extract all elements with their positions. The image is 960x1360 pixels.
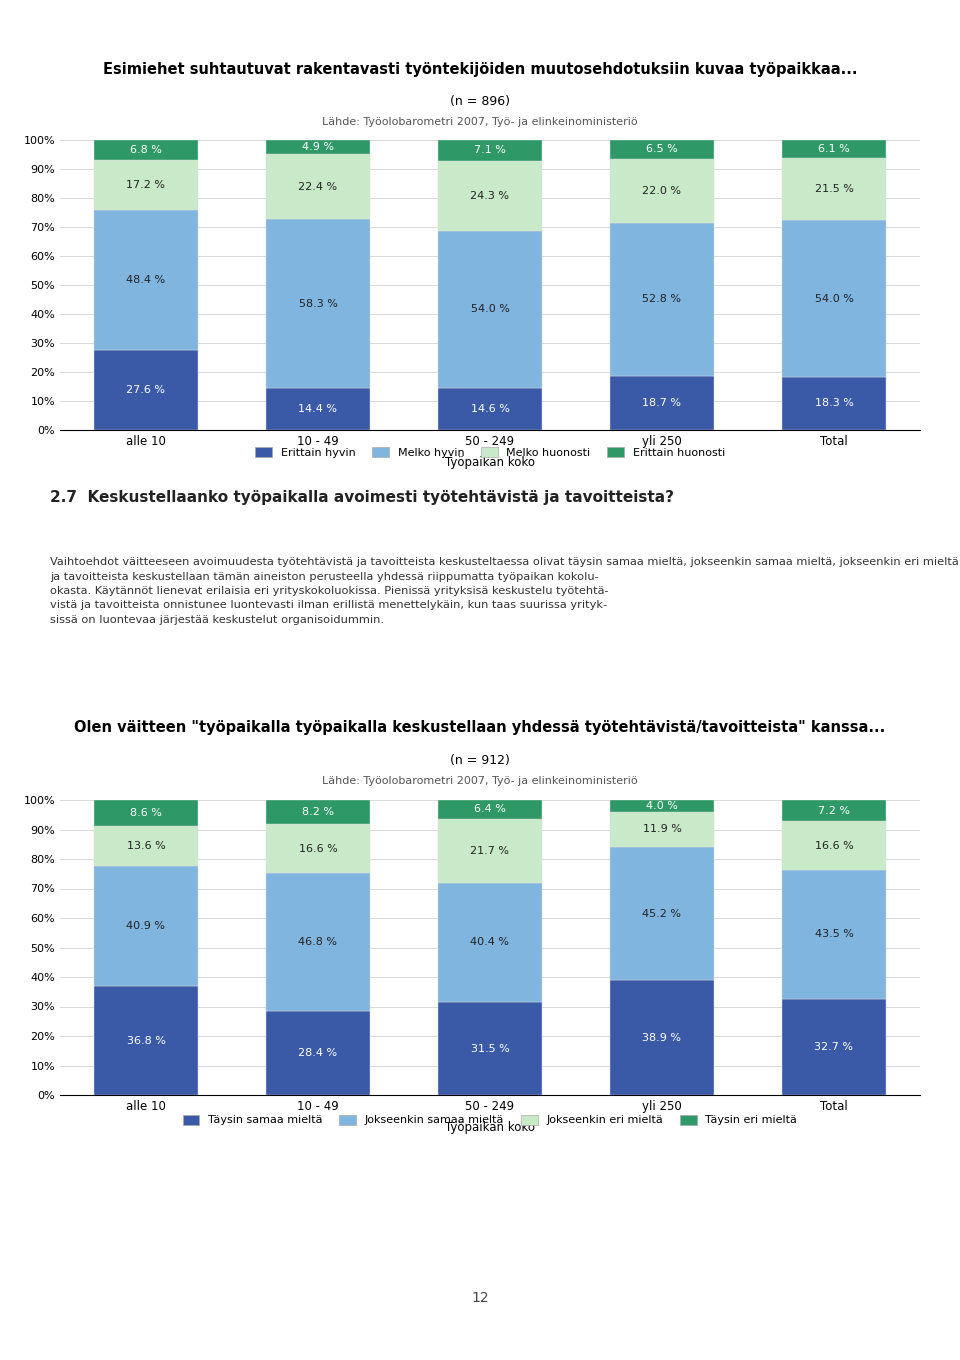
Text: yrittajat.fi: yrittajat.fi (848, 1330, 936, 1345)
Text: 16.6 %: 16.6 % (299, 843, 337, 854)
Text: 38.9 %: 38.9 % (642, 1032, 682, 1043)
Bar (94, 159, 198, 209)
Bar (94, 800, 198, 826)
X-axis label: Työpaikan koko: Työpaikan koko (445, 456, 535, 469)
Bar (94, 866, 198, 986)
Text: Olen väitteen "työpaikalla työpaikalla keskustellaan yhdessä työtehtävistä/tavoi: Olen väitteen "työpaikalla työpaikalla k… (74, 719, 886, 734)
Bar (266, 1012, 370, 1095)
Text: 4.0 %: 4.0 % (646, 801, 678, 811)
Bar (94, 209, 198, 350)
Text: Lähde: Työolobarometri 2007, Työ- ja elinkeinoministeriö: Lähde: Työolobarometri 2007, Työ- ja eli… (323, 777, 637, 786)
Text: 6.8 %: 6.8 % (130, 146, 162, 155)
Bar (611, 140, 713, 159)
Bar (94, 140, 198, 159)
Text: 27.6 %: 27.6 % (127, 385, 165, 394)
Bar (611, 812, 713, 847)
Text: 6.5 %: 6.5 % (646, 144, 678, 155)
X-axis label: Työpaikan koko: Työpaikan koko (445, 1121, 535, 1134)
Legend: Erittain hyvin, Melko hyvin, Melko huonosti, Erittain huonosti: Erittain hyvin, Melko hyvin, Melko huono… (251, 442, 730, 462)
Text: 4.9 %: 4.9 % (302, 141, 334, 152)
Text: Suomen Yrittäjät ry: Suomen Yrittäjät ry (815, 23, 936, 35)
Text: 12: 12 (471, 1291, 489, 1304)
Bar (94, 826, 198, 866)
Bar (782, 998, 885, 1095)
Text: 7.1 %: 7.1 % (474, 146, 506, 155)
Bar (782, 821, 885, 870)
Bar (782, 377, 885, 430)
Bar (266, 873, 370, 1012)
Bar (266, 824, 370, 873)
Text: 52.8 %: 52.8 % (642, 294, 682, 305)
Bar (439, 160, 541, 231)
Bar (439, 883, 541, 1002)
Bar (266, 388, 370, 430)
Text: 58.3 %: 58.3 % (299, 299, 337, 309)
Bar (266, 154, 370, 219)
Text: 22.4 %: 22.4 % (299, 182, 338, 192)
Text: 16.6 %: 16.6 % (815, 840, 853, 851)
Bar (782, 800, 885, 821)
Text: (n = 912): (n = 912) (450, 753, 510, 767)
Text: 6.1 %: 6.1 % (818, 144, 850, 154)
Bar (266, 140, 370, 154)
Text: 46.8 %: 46.8 % (299, 937, 338, 947)
Bar (782, 140, 885, 158)
Bar (782, 220, 885, 377)
Text: 8.6 %: 8.6 % (130, 808, 162, 817)
Bar (611, 375, 713, 430)
Bar (439, 231, 541, 388)
Text: 21.5 %: 21.5 % (815, 184, 853, 194)
Text: Vaihtoehdot väitteeseen avoimuudesta työtehtävistä ja tavoitteista keskusteltaes: Vaihtoehdot väitteeseen avoimuudesta työ… (50, 558, 960, 624)
Legend: Täysin samaa mieltä, Jokseenkin samaa mieltä, Jokseenkin eri mieltä, Täysin eri : Täysin samaa mieltä, Jokseenkin samaa mi… (179, 1110, 802, 1130)
Bar (266, 219, 370, 388)
Text: 24.3 %: 24.3 % (470, 190, 510, 201)
Text: 48.4 %: 48.4 % (127, 275, 165, 284)
Bar (94, 986, 198, 1095)
Bar (611, 847, 713, 981)
Text: 31.5 %: 31.5 % (470, 1043, 510, 1054)
Text: 54.0 %: 54.0 % (815, 294, 853, 303)
Text: Lähde: Työolobarometri 2007, Työ- ja elinkeinoministeriö: Lähde: Työolobarometri 2007, Työ- ja eli… (323, 117, 637, 126)
Text: 2.7  Keskustellaanko työpaikalla avoimesti työtehtävistä ja tavoitteista?: 2.7 Keskustellaanko työpaikalla avoimest… (50, 490, 674, 505)
Text: 28.4 %: 28.4 % (299, 1049, 338, 1058)
Bar (439, 1002, 541, 1095)
Text: 21.7 %: 21.7 % (470, 846, 510, 855)
Text: 32.7 %: 32.7 % (814, 1042, 853, 1051)
Bar (439, 388, 541, 430)
Text: 22.0 %: 22.0 % (642, 186, 682, 196)
Bar (611, 159, 713, 223)
Text: 18.7 %: 18.7 % (642, 398, 682, 408)
Text: 43.5 %: 43.5 % (815, 929, 853, 940)
Text: (n = 896): (n = 896) (450, 95, 510, 107)
Text: 17.2 %: 17.2 % (127, 180, 165, 189)
Text: 45.2 %: 45.2 % (642, 908, 682, 918)
Text: 36.8 %: 36.8 % (127, 1036, 165, 1046)
Bar (611, 981, 713, 1095)
Bar (611, 800, 713, 812)
Bar (782, 870, 885, 998)
Text: 54.0 %: 54.0 % (470, 305, 510, 314)
Bar (439, 800, 541, 819)
Text: 13.6 %: 13.6 % (127, 840, 165, 851)
Bar (266, 800, 370, 824)
Text: Esimiehet suhtautuvat rakentavasti työntekijöiden muutosehdotuksiin kuvaa työpai: Esimiehet suhtautuvat rakentavasti työnt… (103, 63, 857, 78)
Text: 40.4 %: 40.4 % (470, 937, 510, 948)
Text: 14.6 %: 14.6 % (470, 404, 510, 413)
Bar (439, 140, 541, 160)
Text: 18.3 %: 18.3 % (815, 398, 853, 408)
Text: 14.4 %: 14.4 % (299, 404, 338, 413)
Text: 7.2 %: 7.2 % (818, 805, 850, 816)
Bar (782, 158, 885, 220)
Text: PK-YRITYS – HYVÄ TYÖNANTAJA: PK-YRITYS – HYVÄ TYÖNANTAJA (24, 22, 255, 37)
Text: 2008: 2008 (194, 23, 232, 35)
Text: 6.4 %: 6.4 % (474, 804, 506, 815)
Bar (94, 350, 198, 430)
Text: 8.2 %: 8.2 % (302, 806, 334, 817)
Text: 11.9 %: 11.9 % (642, 824, 682, 834)
Bar (611, 223, 713, 375)
Text: 40.9 %: 40.9 % (127, 921, 165, 932)
Bar (439, 819, 541, 883)
